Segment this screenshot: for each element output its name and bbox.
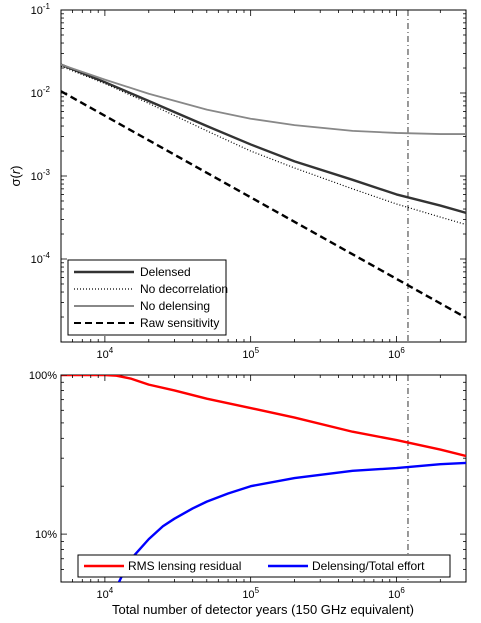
top-legend: Delensed No decorrelation No delensing R… bbox=[67, 259, 228, 336]
y-tick-label: 10-4 bbox=[31, 251, 51, 266]
bottom-plot-frame bbox=[60, 374, 467, 583]
bottom-legend-box bbox=[77, 554, 451, 578]
series-line-delensed bbox=[61, 63, 466, 214]
legend-label-no-decorrelation: No decorrelation bbox=[140, 282, 228, 296]
top-legend-box bbox=[67, 259, 227, 336]
y-axis-label-close: ) bbox=[8, 165, 23, 169]
y-tick-label: 100% bbox=[29, 370, 57, 382]
y-tick-label: 10-3 bbox=[31, 168, 51, 183]
x-tick-label: 104 bbox=[97, 586, 114, 601]
x-tick-label: 106 bbox=[388, 586, 405, 601]
y-tick-label: 10-1 bbox=[31, 2, 51, 17]
series-line-no-delensing bbox=[61, 63, 466, 135]
y-axis-label: σ(r) bbox=[8, 165, 23, 186]
x-tick-label: 105 bbox=[242, 586, 259, 601]
series-line-delensing-total-effort bbox=[117, 461, 466, 582]
legend-label-rms-lensing-residual: RMS lensing residual bbox=[128, 559, 241, 573]
sigma-r-panel: 104 105 106 10-4 10-3 10-2 10-1 σ(r) Delensed … bbox=[8, 2, 467, 361]
lensing-residual-panel: 104 105 106 10% 100% Total number of detecto… bbox=[29, 370, 467, 617]
legend-label-delensing-total-effort: Delensing/Total effort bbox=[312, 559, 425, 573]
bottom-legend: RMS lensing residual Delensing/Total eff… bbox=[77, 554, 451, 578]
x-tick-label: 105 bbox=[242, 346, 259, 361]
y-axis-label-arg: r bbox=[8, 169, 23, 174]
x-tick-label: 104 bbox=[97, 346, 114, 361]
series-line-rms-lensing-residual bbox=[61, 375, 466, 458]
legend-label-delensed: Delensed bbox=[140, 265, 191, 279]
series-line-no-decorrelation bbox=[61, 65, 466, 226]
series-line-raw-sensitivity bbox=[61, 90, 466, 319]
x-tick-label: 106 bbox=[388, 346, 405, 361]
y-tick-label: 10% bbox=[35, 529, 57, 541]
legend-label-raw-sensitivity: Raw sensitivity bbox=[140, 316, 219, 330]
y-axis-label-symbol: σ bbox=[8, 179, 23, 187]
y-axis-label-open: ( bbox=[8, 174, 23, 179]
y-tick-label: 10-2 bbox=[31, 85, 51, 100]
legend-label-no-delensing: No delensing bbox=[140, 299, 210, 313]
x-axis-label: Total number of detector years (150 GHz … bbox=[112, 602, 414, 617]
